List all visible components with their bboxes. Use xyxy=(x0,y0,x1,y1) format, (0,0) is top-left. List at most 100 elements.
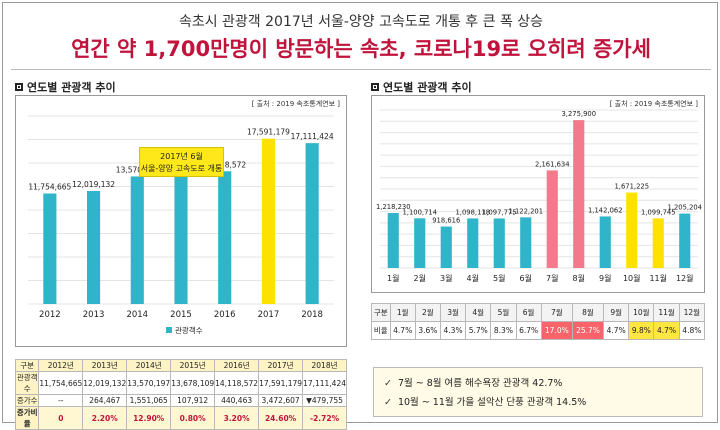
x-tick-label: 2017 xyxy=(258,310,280,320)
bar xyxy=(261,138,275,304)
table-header-cell: 2017년 xyxy=(258,359,304,372)
x-tick-label: 7월 xyxy=(546,273,558,283)
table-cell: 8.3% xyxy=(490,321,517,340)
table-cell: 1,551,065 xyxy=(126,394,172,407)
x-tick-label: 10월 xyxy=(623,273,641,283)
x-tick-label: 2월 xyxy=(414,273,426,283)
table-header-row: 구분 2012년 2013년 2014년 2015년 2016년 2017년 2018년 xyxy=(14,359,347,372)
x-tick-label: 1월 xyxy=(387,273,399,283)
table-cell: 24.60% xyxy=(258,406,304,430)
table-header-cell: 2014년 xyxy=(126,359,172,372)
bar xyxy=(174,175,188,304)
bar xyxy=(387,213,399,268)
table-cell: 4.7% xyxy=(389,321,416,340)
square-bullet-icon xyxy=(371,83,379,91)
data-label: 1,205,204 xyxy=(667,204,702,212)
x-tick-label: 2015 xyxy=(170,310,192,320)
x-tick-label: 2014 xyxy=(126,310,148,320)
data-label: 1,100,714 xyxy=(402,208,437,216)
data-label: 17,591,179 xyxy=(247,128,290,137)
monthly-panel: 연도별 관광객 추이 [ 출처 : 2019 속초통계연보 ] 1,218,23… xyxy=(365,75,713,421)
table-header-cell: 2018년 xyxy=(302,359,347,372)
table-cell: -2.72% xyxy=(302,406,347,430)
yearly-chart-frame: [ 출처 : 2019 속초통계연보 ] 11,754,665 2012 12,01… xyxy=(15,95,347,347)
monthly-source: [ 출처 : 2019 속초통계연보 ] xyxy=(609,100,698,108)
table-header-cell: 7월 xyxy=(540,303,573,322)
x-tick-label: 11월 xyxy=(649,273,667,283)
row-label-cell: 증가비율 xyxy=(14,406,40,430)
table-header-cell: 6월 xyxy=(515,303,542,322)
headline: 연간 약 1,700만명이 방문하는 속초, 코로나19로 오히려 증가세 xyxy=(71,37,651,61)
bar xyxy=(467,218,479,268)
x-tick-label: 12월 xyxy=(676,273,694,283)
table-cell: 4.3% xyxy=(439,321,467,340)
table-cell: 5.7% xyxy=(465,321,492,340)
table-header-cell: 1월 xyxy=(389,303,416,322)
x-tick-label: 2012 xyxy=(39,310,61,320)
table-header-cell: 구분 xyxy=(14,359,40,372)
legend-swatch xyxy=(166,327,172,333)
table-row: 관광객수 11,754,665 12,019,132 13,570,197 13,678… xyxy=(14,371,347,395)
yearly-table: 구분 2012년 2013년 2014년 2015년 2016년 2017년 2018년 관광객… xyxy=(14,359,347,430)
table-cell: 17.0% xyxy=(540,321,573,340)
table-cell: 4.7% xyxy=(603,321,630,340)
table-header-row: 구분 1월 2월 3월 4월 5월 6월 7월 8월 9월 10월 11월 12월 xyxy=(371,303,706,322)
callout-line2: 서울-양양 고속도로 개통 xyxy=(140,164,223,173)
table-cell: 13,678,109 xyxy=(170,371,216,395)
table-cell: 11,754,665 xyxy=(38,371,84,395)
table-cell: 3.6% xyxy=(414,321,441,340)
data-label: 12,019,132 xyxy=(72,180,115,189)
monthly-title-text: 연도별 관광객 추이 xyxy=(383,81,472,94)
table-cell: 264,467 xyxy=(82,394,128,407)
bar xyxy=(43,193,57,304)
bar xyxy=(679,213,691,268)
x-tick-label: 8월 xyxy=(573,273,585,283)
table-cell: 4.7% xyxy=(653,321,680,340)
table-cell: 6.7% xyxy=(515,321,542,340)
note-text: 7월 ~ 8월 여름 해수욕장 관광객 42.7% xyxy=(397,378,563,389)
table-row: 증가수 -- 264,467 1,551,065 107,912 440,463 3,472… xyxy=(14,394,347,407)
table-header-cell: 2016년 xyxy=(214,359,260,372)
table-header-cell: 10월 xyxy=(628,303,655,322)
table-cell: 17,111,424 xyxy=(302,371,347,395)
data-label: 1,142,062 xyxy=(588,206,623,214)
data-label: 1,099,745 xyxy=(641,208,676,216)
table-header-cell: 2월 xyxy=(414,303,441,322)
table-cell: 13,570,197 xyxy=(126,371,172,395)
table-cell: 25.7% xyxy=(571,321,605,340)
row-label-cell: 비율 xyxy=(371,321,391,340)
table-header-cell: 구분 xyxy=(371,303,391,322)
x-tick-label: 5월 xyxy=(493,273,505,283)
monthly-panel-title: 연도별 관광객 추이 xyxy=(371,79,472,95)
table-header-cell: 12월 xyxy=(678,303,706,322)
data-label: 13,570,197 xyxy=(116,165,159,174)
table-header-cell: 8월 xyxy=(571,303,605,322)
table-row: 증가비율 0 2.20% 12.90% 0.80% 3.20% 24.60% -2.72% xyxy=(14,406,347,430)
table-cell: 3,472,607 xyxy=(258,394,304,407)
data-label: 3,275,900 xyxy=(561,110,596,118)
data-label: 918,616 xyxy=(432,217,460,225)
monthly-table: 구분 1월 2월 3월 4월 5월 6월 7월 8월 9월 10월 11월 12월 비율 4.7% 3.6% 4… xyxy=(371,303,706,340)
table-header-cell: 4월 xyxy=(465,303,492,322)
x-tick-label: 9월 xyxy=(599,273,611,283)
table-header-cell: 2013년 xyxy=(82,359,128,372)
bar xyxy=(414,218,426,268)
x-tick-label: 2018 xyxy=(301,310,323,320)
square-bullet-icon xyxy=(15,83,23,91)
table-cell: 0 xyxy=(38,406,84,430)
bar xyxy=(305,143,319,304)
x-tick-label: 6월 xyxy=(520,273,532,283)
note-item: ✓ 7월 ~ 8월 여름 해수욕장 관광객 42.7% xyxy=(384,374,692,393)
yearly-source: [ 출처 : 2019 속초통계연보 ] xyxy=(251,100,340,108)
bar xyxy=(626,192,638,268)
yearly-chart: 11,754,665201212,019,132201313,570,19720… xyxy=(28,115,334,335)
table-header-cell: 5월 xyxy=(490,303,517,322)
table-row: 비율 4.7% 3.6% 4.3% 5.7% 8.3% 6.7% 17.0% 25.7% 4.7%… xyxy=(371,321,706,340)
data-label: 14,118,572 xyxy=(203,160,246,169)
table-cell: -- xyxy=(38,394,84,407)
bar xyxy=(652,218,664,268)
x-tick-label: 4월 xyxy=(467,273,479,283)
row-label-cell: 관광객수 xyxy=(14,371,40,395)
x-tick-label: 2016 xyxy=(214,310,236,320)
highway-callout: 2017년 6월 서울-양양 고속도로 개통 xyxy=(139,147,224,177)
